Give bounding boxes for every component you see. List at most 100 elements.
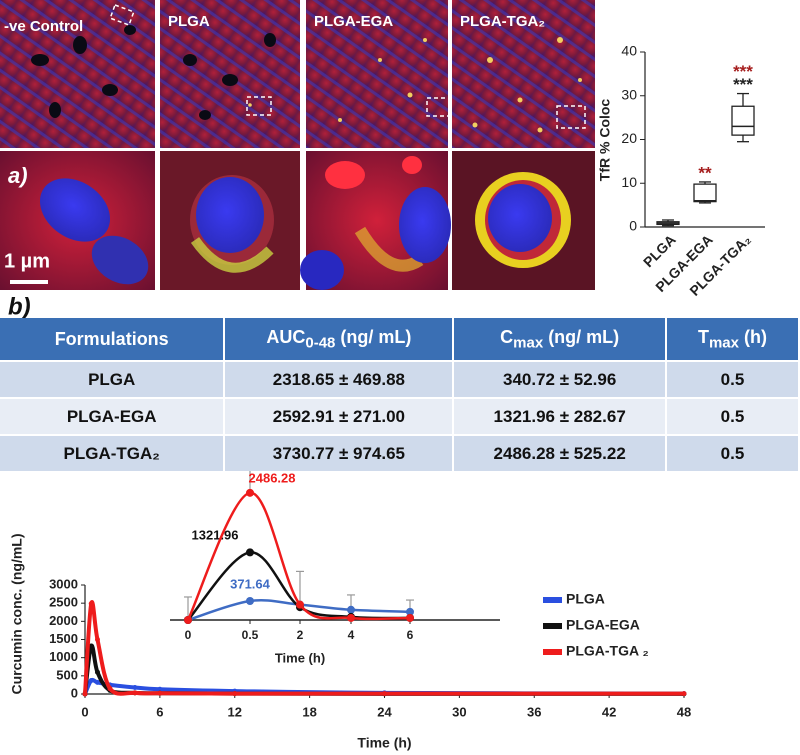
y-tick-label: 20 xyxy=(621,130,637,146)
data-point xyxy=(406,607,414,616)
significance-mark: ** xyxy=(698,163,712,182)
image-label: PLGA xyxy=(168,13,210,30)
x-tick-label: 6 xyxy=(156,704,163,719)
header-subscript: max xyxy=(513,334,544,352)
x-tick-label: 0 xyxy=(185,628,192,642)
y-axis-label: Curcumin conc. (ng/mL) xyxy=(9,534,25,695)
data-label: 1321.96 xyxy=(192,527,239,542)
significance-mark: *** xyxy=(733,62,753,81)
data-point xyxy=(157,690,163,696)
series-line xyxy=(83,600,684,696)
dark-spots xyxy=(31,25,276,120)
table-cell: PLGA-EGA xyxy=(0,397,226,435)
legend-label: PLGA-EGA xyxy=(566,617,640,633)
x-tick-label: 24 xyxy=(377,704,392,719)
table-cell: PLGA-TGA₂ xyxy=(0,434,226,471)
x-tick-label: 6 xyxy=(407,628,414,642)
data-point xyxy=(681,691,687,697)
y-tick-label: 3000 xyxy=(49,576,78,591)
y-tick-label: 2500 xyxy=(49,595,78,610)
data-point xyxy=(94,637,100,642)
y-tick-label: 1500 xyxy=(49,631,78,646)
scale-bar-label: 1 µm xyxy=(4,250,50,272)
data-point xyxy=(382,691,387,697)
table-row: PLGA 2318.65 ± 469.88 340.72 ± 52.96 0.5 xyxy=(0,360,800,398)
box xyxy=(693,183,717,203)
data-point xyxy=(347,613,355,622)
data-point xyxy=(132,684,138,690)
table-cell: 0.5 xyxy=(665,360,800,398)
header-subscript: max xyxy=(708,334,739,352)
table-cell: 2318.65 ± 469.88 xyxy=(224,360,455,398)
panel-label: a) xyxy=(8,163,28,188)
x-tick-label: 42 xyxy=(602,704,616,719)
data-point xyxy=(88,601,94,607)
table-cell: 1321.96 ± 282.67 xyxy=(453,397,667,435)
data-point xyxy=(94,679,100,685)
y-axis-label: TfR % Coloc xyxy=(597,99,613,182)
header-text: T xyxy=(697,326,709,347)
x-tick-label: 0.5 xyxy=(242,628,259,642)
header-unit: (h) xyxy=(738,326,767,347)
x-tick-label: 48 xyxy=(677,704,691,719)
image-label: -ve Control xyxy=(4,18,83,35)
header-subscript: 0-48 xyxy=(305,334,336,352)
data-point xyxy=(232,691,238,697)
header-text: C xyxy=(500,326,514,347)
table-cell: 2592.91 ± 271.00 xyxy=(224,397,455,435)
table-row: PLGA-TGA₂ 3730.77 ± 974.65 2486.28 ± 525.2… xyxy=(0,434,800,471)
y-tick-label: 500 xyxy=(56,667,78,682)
data-point xyxy=(347,605,355,614)
data-point xyxy=(88,677,94,683)
table-cell: 3730.77 ± 974.65 xyxy=(224,434,455,471)
inset-chart: 0 0.5 2 4 6 Time (h) 371.64 1321.96 2486.28 xyxy=(170,467,500,665)
series-line xyxy=(186,491,411,621)
x-axis-label: Time (h) xyxy=(275,650,325,665)
y-tick-label: 0 xyxy=(629,218,637,234)
x-tick-label: 12 xyxy=(228,704,242,719)
data-point xyxy=(246,548,254,557)
y-tick-label: 30 xyxy=(621,86,637,102)
table-cell: 0.5 xyxy=(665,397,800,435)
data-point xyxy=(246,488,254,497)
data-label: 371.64 xyxy=(230,576,271,591)
significance-mark: *** xyxy=(733,75,753,94)
header-text: Formulations xyxy=(54,328,169,349)
legend-label: PLGA-TGA ₂ xyxy=(566,643,649,659)
data-point xyxy=(246,596,254,605)
image-control xyxy=(0,0,155,148)
data-point xyxy=(184,616,192,624)
image-label: PLGA-EGA xyxy=(314,13,393,30)
zoom-boxes xyxy=(109,4,586,129)
data-point xyxy=(296,600,304,609)
column-header: Cmax (ng/ mL) xyxy=(453,318,667,361)
y-tick-label: 0 xyxy=(71,685,78,700)
x-tick-label: 18 xyxy=(302,704,316,719)
x-axis-label: Time (h) xyxy=(357,735,411,751)
table-cell: 2486.28 ± 525.22 xyxy=(453,434,667,471)
column-header: AUC0-48 (ng/ mL) xyxy=(224,318,455,361)
image-plga-ega xyxy=(306,0,448,148)
data-label: 2486.28 xyxy=(249,470,296,485)
table-cell: 0.5 xyxy=(665,434,800,471)
column-header: Formulations xyxy=(0,318,226,361)
particles xyxy=(248,37,582,133)
table-row: PLGA-EGA 2592.91 ± 271.00 1321.96 ± 282.67… xyxy=(0,397,800,435)
data-point xyxy=(107,686,113,692)
table-header: Formulations AUC0-48 (ng/ mL) Cmax (ng/ mL… xyxy=(0,318,800,361)
data-point xyxy=(82,691,88,697)
table-cell: 340.72 ± 52.96 xyxy=(453,360,667,398)
x-tick-label: 0 xyxy=(81,704,88,719)
y-tick-label: 40 xyxy=(621,43,637,59)
y-tick-label: 10 xyxy=(621,174,637,190)
box xyxy=(731,105,755,136)
micrographs: 1 µm a) -ve Control PLGA PLGA-EGA PLGA-T… xyxy=(0,0,595,290)
x-tick-label: 4 xyxy=(348,628,355,642)
header-unit: (ng/ mL) xyxy=(543,326,620,347)
legend-label: PLGA xyxy=(566,591,605,607)
table-cell: PLGA xyxy=(0,360,226,398)
